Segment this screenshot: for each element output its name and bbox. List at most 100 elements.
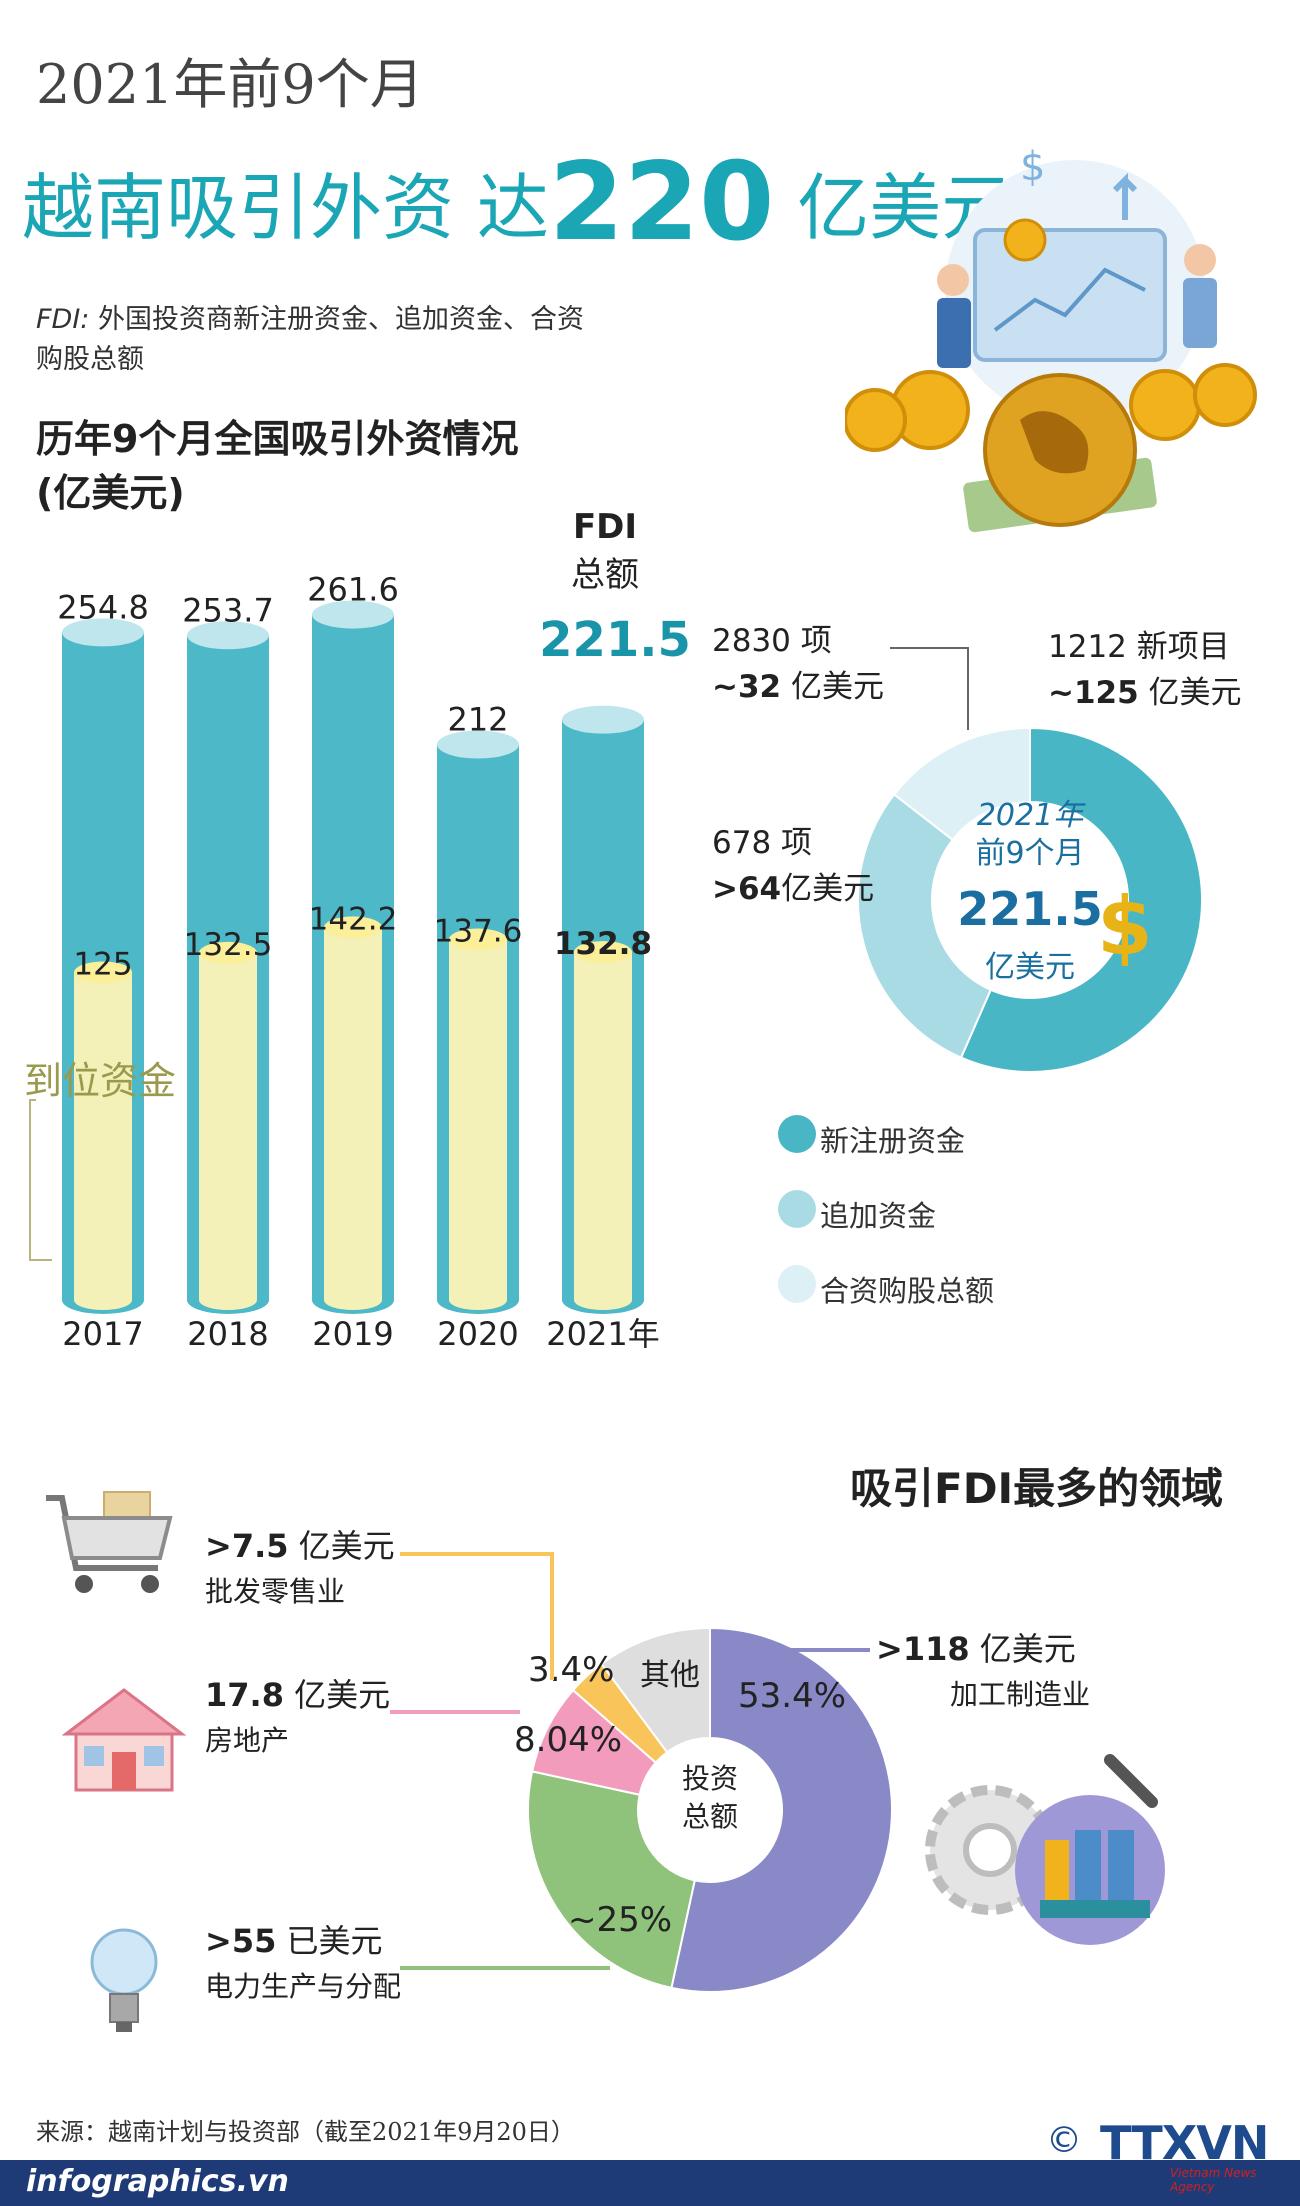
bar-paid-cap bbox=[574, 941, 632, 964]
donut-slice bbox=[857, 793, 993, 1059]
legend-swatch bbox=[778, 1115, 816, 1153]
bar-paid-label: 142.2 bbox=[309, 901, 398, 937]
legend-additional-capital: 追加资金 bbox=[778, 1190, 937, 1235]
sector-label-retail: >7.5 亿美元 批发零售业 bbox=[205, 1523, 395, 1615]
site-link[interactable]: infographics.vn bbox=[26, 2164, 289, 2199]
person-icon bbox=[937, 298, 971, 368]
pct-realestate: 8.04% bbox=[514, 1720, 623, 1760]
legend-swatch bbox=[778, 1190, 816, 1228]
manufacturing-amount-value: >118 bbox=[876, 1630, 970, 1668]
donut-center-year: 2021年 bbox=[976, 798, 1084, 833]
sector-center-line2: 总额 bbox=[681, 1800, 738, 1833]
donut-new-unit: 亿美元 bbox=[1138, 675, 1242, 711]
coin-icon bbox=[1193, 363, 1257, 427]
sector-chart-title: 吸引FDI最多的领域 bbox=[850, 1464, 1224, 1513]
x-tick-label: 2017 bbox=[62, 1315, 143, 1353]
donut-jv-unit: 亿美元 bbox=[781, 669, 884, 705]
realestate-amount-unit: 亿美元 bbox=[283, 1676, 391, 1714]
page-subtitle: 2021年前9个月 bbox=[36, 53, 424, 116]
source-note: 来源：越南计划与投资部（截至2021年9月20日） bbox=[36, 2118, 575, 2146]
donut-slice bbox=[892, 726, 1031, 842]
house-icon bbox=[62, 1688, 187, 1792]
sector-leader-lines bbox=[390, 1552, 870, 1970]
person-icon bbox=[937, 264, 969, 296]
bar-total-label: 254.8 bbox=[57, 588, 149, 626]
bar-paid bbox=[74, 972, 132, 1300]
pct-manufacturing: 53.4% bbox=[738, 1676, 847, 1716]
sector-slice bbox=[527, 1770, 696, 1990]
light-bulb-icon bbox=[90, 1928, 158, 2032]
sector-slice bbox=[670, 1626, 893, 1993]
donut-center-unit: 亿美元 bbox=[985, 950, 1075, 985]
bar-paid-base bbox=[199, 1290, 257, 1310]
donut-label-jv: 2830 项 ~32 亿美元 bbox=[712, 618, 884, 710]
donut-slice bbox=[959, 726, 1203, 1073]
donut-add-unit: 亿美元 bbox=[781, 871, 875, 907]
arrow-up-icon bbox=[1112, 172, 1138, 220]
donut-new-value: ~125 bbox=[1048, 675, 1139, 711]
globe-land-icon bbox=[1020, 411, 1089, 474]
fdi-total-value: 221.5 bbox=[539, 612, 691, 668]
title-number: 220 bbox=[548, 140, 775, 265]
bar-paid-base bbox=[74, 1290, 132, 1310]
bar-paid-label: 125 bbox=[73, 947, 132, 983]
bar-total-cap bbox=[312, 600, 394, 629]
bar-paid bbox=[199, 952, 257, 1300]
footer-bar bbox=[0, 2160, 1300, 2206]
person-icon bbox=[1183, 278, 1217, 348]
coin-icon bbox=[1003, 218, 1047, 262]
x-tick-label: 2021年 bbox=[546, 1315, 659, 1353]
fdi-note-prefix: FDI: bbox=[36, 304, 90, 335]
x-tick-label: 2019 bbox=[312, 1315, 393, 1353]
gold-dollar-icon: $ bbox=[1097, 880, 1153, 973]
sector-slice bbox=[600, 1626, 711, 1754]
fdi-header-label: FDI bbox=[572, 507, 638, 547]
shopping-cart-icon bbox=[46, 1491, 173, 1593]
sector-center-label: 投资 总额 bbox=[660, 1760, 760, 1836]
pct-retail: 3.4% bbox=[528, 1650, 615, 1690]
wrench-icon bbox=[1104, 1754, 1158, 1808]
x-tick-label: 2018 bbox=[187, 1315, 268, 1353]
bar-paid-base bbox=[449, 1290, 507, 1310]
donut-leader-lines bbox=[890, 647, 969, 730]
bar-paid-label: 132.8 bbox=[554, 926, 652, 962]
monitor-icon bbox=[973, 228, 1167, 362]
bar-paid-cap bbox=[199, 941, 257, 964]
bar-total-label: 261.6 bbox=[307, 571, 399, 609]
legend-label: 合资购股总额 bbox=[820, 1274, 995, 1308]
retail-amount-value: >7.5 bbox=[205, 1527, 289, 1565]
bar-chart-title: 历年9个月全国吸引外资情况 (亿美元) bbox=[36, 412, 518, 520]
bar-paid-label: 137.6 bbox=[434, 913, 523, 949]
donut-center-value: 221.5 bbox=[957, 882, 1103, 936]
donut-add-value: >64 bbox=[712, 871, 782, 907]
fdi-note-text: 外国投资商新注册资金、追加资金、合资购股总额 bbox=[36, 304, 584, 375]
bar-total-cap bbox=[62, 618, 144, 647]
sector-label-realestate: 17.8 亿美元 房地产 bbox=[205, 1672, 390, 1764]
ttxvn-logo: TTXVN bbox=[1100, 2116, 1269, 2170]
bar-paid-base bbox=[324, 1290, 382, 1310]
bar-paid-label: 132.5 bbox=[184, 927, 273, 963]
sector-pie-chart bbox=[527, 1626, 893, 1993]
person-icon bbox=[1184, 244, 1216, 276]
legend-label: 追加资金 bbox=[820, 1199, 937, 1233]
ttxvn-logo-subtitle: Vietnam News Agency bbox=[1170, 2166, 1257, 2194]
paid-capital-label: 到位资金 bbox=[24, 1059, 177, 1103]
sector-label-power: >55 已美元 电力生产与分配 bbox=[205, 1918, 401, 2010]
manufacturing-amount-unit: 亿美元 bbox=[969, 1630, 1076, 1668]
leader-line bbox=[890, 647, 969, 730]
manufacturing-name: 加工制造业 bbox=[950, 1678, 1091, 1711]
donut-jv-value: ~32 bbox=[712, 669, 782, 705]
bar-total-cap bbox=[437, 730, 519, 759]
trend-line-icon bbox=[993, 267, 1146, 332]
bar-total-label: 253.7 bbox=[182, 591, 274, 629]
bar-paid bbox=[449, 939, 507, 1300]
bar-paid-cap bbox=[324, 916, 382, 939]
retail-name: 批发零售业 bbox=[205, 1575, 346, 1608]
fdi-definition: FDI: 外国投资商新注册资金、追加资金、合资购股总额 bbox=[36, 300, 596, 380]
bar-total-label: 212 bbox=[447, 701, 508, 739]
bar-paid-cap bbox=[449, 928, 507, 951]
investment-illustration: $ bbox=[845, 144, 1257, 533]
bar-paid bbox=[574, 952, 632, 1300]
fdi-total-header: FDI 总额 bbox=[540, 503, 670, 599]
dollar-sign-icon: $ bbox=[1020, 144, 1045, 190]
